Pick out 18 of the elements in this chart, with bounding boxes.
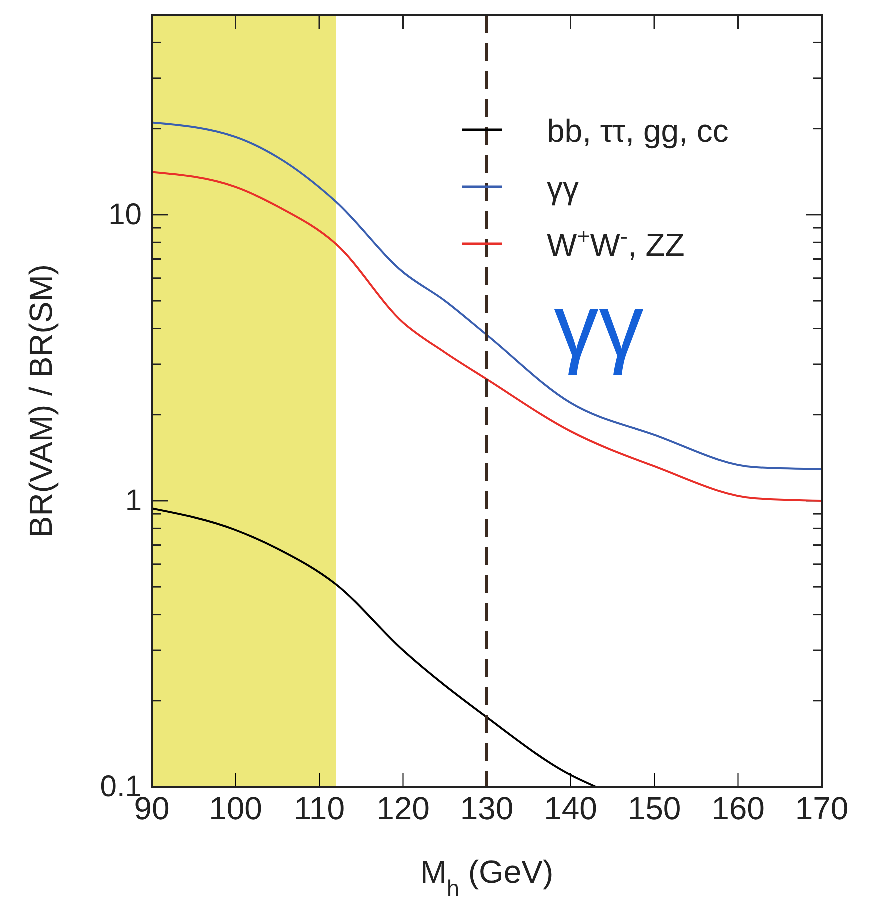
x-tick-label: 160 [712, 790, 765, 827]
legend-label: bb, ττ, gg, cc [547, 113, 729, 149]
y-axis-title: BR(VAM) / BR(SM) [23, 264, 59, 538]
x-tick-label: 140 [544, 790, 598, 827]
line-series [152, 171, 822, 502]
x-tick-label: 110 [294, 790, 346, 827]
x-tick-label: 150 [628, 790, 682, 827]
x-tick-label: 170 [795, 790, 849, 827]
annotation: γγ [554, 276, 644, 376]
x-tick-label: 130 [460, 790, 514, 827]
x-tick-label: 120 [376, 790, 430, 827]
legend-label: W$^{+}$W$^{-}$, ZZ [547, 224, 685, 263]
y-tick-label: 1 [125, 484, 142, 518]
x-tick-label: 100 [209, 790, 262, 827]
line-series [152, 508, 597, 787]
legend-label: γγ [547, 170, 579, 206]
x-axis-title: M$_{h}$ (GeV) [420, 854, 554, 897]
y-tick-label: 10 [108, 198, 142, 232]
